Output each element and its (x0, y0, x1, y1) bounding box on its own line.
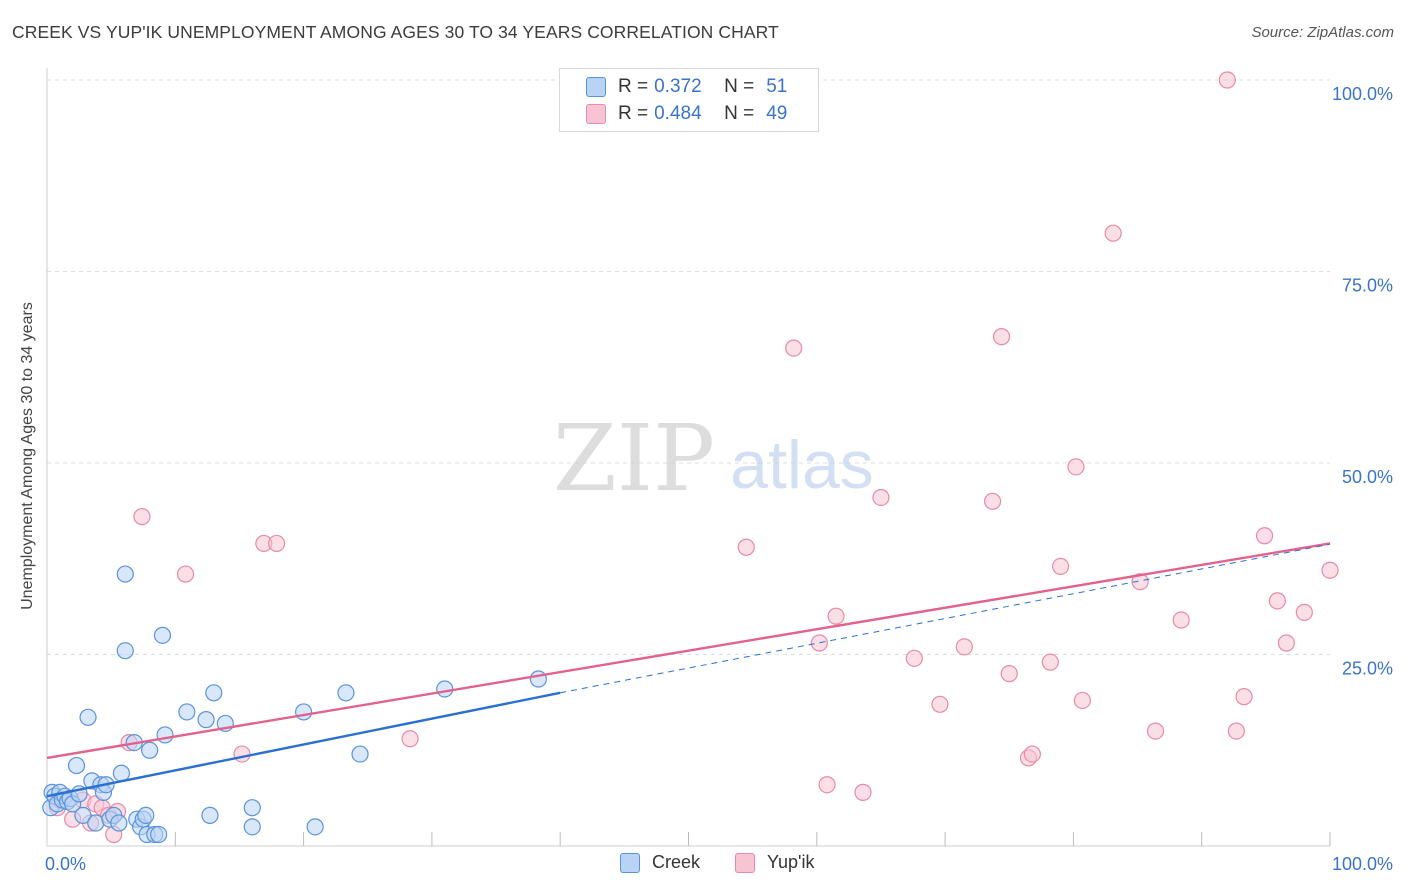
x-tick-label: 100.0% (1332, 854, 1393, 874)
yupik-point (1277, 634, 1295, 652)
yupik-point (1051, 557, 1070, 576)
creek-point (153, 626, 172, 644)
creek-point (197, 711, 215, 729)
legend-row-creek: R = 0.372 N = 51 (586, 75, 787, 99)
yupik-point (785, 339, 803, 357)
creek-point (141, 741, 159, 759)
watermark-zip: ZIP (553, 405, 715, 512)
creek-point (436, 680, 454, 698)
yupik-n-value: 49 (766, 103, 788, 124)
yupik-point (1172, 611, 1190, 629)
legend-row-yupik: R = 0.484 N = 49 (586, 102, 787, 126)
creek-point (351, 745, 369, 763)
creek-point (112, 764, 131, 782)
yupik-n-label: N = (724, 103, 755, 124)
gridlines (47, 79, 1330, 655)
watermark: ZIP atlas (553, 405, 874, 512)
bottom-legend-creek: Creek (620, 852, 700, 873)
creek-points (42, 565, 547, 844)
yupik-point (268, 534, 286, 553)
yupik-point (1235, 688, 1253, 706)
watermark-atlas: atlas (730, 427, 874, 503)
creek-point (110, 814, 128, 832)
yupik-point (1227, 722, 1245, 740)
creek-trend-extension (560, 543, 1331, 694)
yupik-r-label: R = (618, 103, 649, 124)
yupik-point (1104, 224, 1122, 242)
yupik-point (872, 488, 890, 507)
creek-r-label: R = (618, 76, 649, 97)
creek-point (116, 565, 134, 583)
creek-swatch (586, 77, 606, 97)
yupik-point (1023, 745, 1041, 763)
yupik-point (983, 492, 1002, 510)
creek-point (337, 684, 355, 702)
stats-legend: R = 0.372 N = 51 R = 0.484 N = 49 (559, 68, 819, 132)
creek-point (306, 818, 324, 836)
y-tick-label: 75.0% (1342, 276, 1393, 296)
yupik-point (1268, 592, 1286, 610)
creek-point (150, 825, 168, 844)
yupik-point (176, 565, 195, 583)
yupik-point (1295, 603, 1313, 621)
creek-point (243, 799, 261, 817)
yupik-point (1218, 71, 1236, 89)
creek-point (67, 756, 86, 775)
yupik-legend-swatch (735, 852, 755, 873)
yupik-point (737, 538, 755, 556)
creek-n-label: N = (724, 76, 755, 97)
y-tick-label: 100.0% (1332, 84, 1393, 104)
x-tick-label: 0.0% (45, 854, 86, 874)
yupik-point (955, 638, 973, 656)
y-tick-label: 50.0% (1342, 467, 1393, 487)
creek-point (116, 642, 134, 660)
trend-lines (46, 542, 1331, 798)
yupik-point (1131, 573, 1149, 591)
creek-point (529, 670, 547, 688)
yupik-point (233, 745, 251, 763)
yupik-point (401, 730, 419, 748)
yupik-point (854, 783, 872, 801)
creek-legend-swatch (620, 852, 640, 873)
yupik-point (1073, 691, 1091, 710)
creek-point (295, 703, 313, 721)
creek-legend-label: Creek (652, 852, 701, 872)
yupik-point (827, 607, 845, 625)
source-label: Source: ZipAtlas.com (1251, 24, 1394, 41)
yupik-trend-line (46, 542, 1331, 760)
creek-point (87, 814, 105, 832)
creek-point (74, 806, 92, 824)
tick-labels: 100.0% 75.0% 50.0% 25.0% 0.0% 100.0% (45, 84, 1393, 874)
yupik-point (810, 634, 828, 652)
yupik-point (133, 508, 151, 526)
yupik-point (1255, 527, 1274, 545)
creek-point (201, 806, 219, 824)
yupik-point (1041, 653, 1059, 671)
chart-title: CREEK VS YUP'IK UNEMPLOYMENT AMONG AGES … (12, 22, 779, 42)
creek-r-value: 0.372 (654, 76, 702, 97)
y-tick-label: 25.0% (1342, 659, 1393, 679)
yupik-swatch (586, 104, 606, 124)
creek-point (178, 703, 196, 721)
yupik-point (1146, 722, 1165, 740)
yupik-point (1000, 665, 1018, 683)
yupik-point (1321, 561, 1339, 579)
bottom-legend-yupik: Yup'ik (735, 852, 814, 873)
yupik-point (1067, 458, 1085, 476)
yupik-point (818, 776, 836, 794)
creek-n-value: 51 (766, 76, 788, 97)
creek-point (205, 684, 223, 702)
yupik-r-value: 0.484 (654, 103, 702, 124)
creek-point (79, 708, 97, 726)
yupik-legend-label: Yup'ik (767, 852, 815, 872)
axes (46, 68, 1331, 847)
yupik-point (931, 695, 949, 713)
creek-point (137, 806, 155, 824)
creek-trend-line (46, 691, 561, 798)
yupik-point (905, 649, 923, 667)
creek-point (243, 818, 261, 836)
yupik-point (992, 328, 1011, 346)
creek-point (156, 726, 174, 744)
